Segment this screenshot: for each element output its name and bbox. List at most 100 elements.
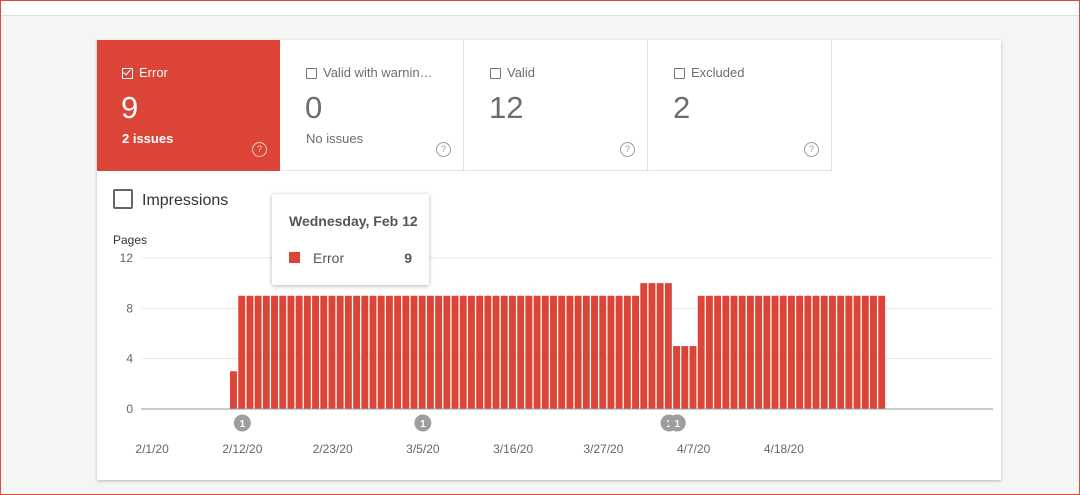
- bar: [779, 295, 787, 409]
- tooltip-date: Wednesday, Feb 12: [289, 213, 418, 229]
- chart-tooltip: Wednesday, Feb 12 Error 9: [272, 194, 429, 285]
- tooltip-value: 9: [404, 250, 412, 266]
- bar: [369, 295, 377, 409]
- bar: [755, 295, 763, 409]
- tile-error-label: Error: [122, 65, 272, 80]
- bar: [664, 283, 672, 409]
- bar: [525, 295, 533, 409]
- bar: [517, 295, 525, 409]
- tile-error[interactable]: Error 9 2 issues ?: [97, 40, 280, 171]
- bar: [312, 295, 320, 409]
- bar: [599, 295, 607, 409]
- bar: [738, 295, 746, 409]
- bar: [328, 295, 336, 409]
- bar: [385, 295, 393, 409]
- bar: [796, 295, 804, 409]
- y-tick-label: 4: [126, 352, 133, 366]
- top-strip: [1, 1, 1079, 16]
- checkbox-icon[interactable]: [490, 68, 501, 79]
- x-tick-label: 4/7/20: [677, 442, 711, 456]
- bar: [492, 295, 500, 409]
- annotation-label: 1: [240, 419, 246, 430]
- bar: [238, 295, 246, 409]
- y-axis-label: Pages: [113, 233, 147, 247]
- tile-error-count: 9: [121, 90, 139, 125]
- bar: [697, 295, 705, 409]
- tile-valid[interactable]: Valid 12 ?: [465, 40, 648, 171]
- bar: [246, 295, 254, 409]
- bar: [746, 295, 754, 409]
- bar: [541, 295, 549, 409]
- x-tick-label: 3/27/20: [583, 442, 623, 456]
- checkbox-icon[interactable]: [674, 68, 685, 79]
- bar: [410, 295, 418, 409]
- impressions-toggle[interactable]: Impressions: [113, 189, 228, 210]
- bar: [394, 295, 402, 409]
- help-icon[interactable]: ?: [620, 142, 635, 157]
- bar: [705, 295, 713, 409]
- bar: [344, 295, 352, 409]
- bar: [681, 346, 689, 409]
- checkbox-icon[interactable]: [306, 68, 317, 79]
- x-tick-label: 2/12/20: [222, 442, 262, 456]
- y-tick-label: 12: [120, 251, 134, 265]
- bar: [623, 295, 631, 409]
- tooltip-series-name: Error: [313, 250, 345, 266]
- bar: [254, 295, 262, 409]
- bar: [845, 295, 853, 409]
- bar: [730, 295, 738, 409]
- tile-error-sub: 2 issues: [122, 131, 174, 146]
- tile-valid-with-warnings[interactable]: Valid with warnin… 0 No issues ?: [281, 40, 464, 171]
- x-tick-label: 2/1/20: [135, 442, 169, 456]
- bar: [459, 295, 467, 409]
- bar: [804, 295, 812, 409]
- y-tick-label: 8: [126, 301, 133, 315]
- bar: [287, 295, 295, 409]
- bar: [361, 295, 369, 409]
- bar: [763, 295, 771, 409]
- bar: [853, 295, 861, 409]
- bar: [320, 295, 328, 409]
- bar: [402, 295, 410, 409]
- help-icon[interactable]: ?: [252, 142, 267, 157]
- bar: [656, 283, 664, 409]
- bar: [303, 295, 311, 409]
- y-tick-label: 0: [126, 402, 133, 416]
- tile-excluded[interactable]: Excluded 2 ?: [649, 40, 832, 171]
- bar: [812, 295, 820, 409]
- bar: [467, 295, 475, 409]
- bar: [632, 295, 639, 409]
- x-tick-label: 3/5/20: [406, 442, 440, 456]
- bar: [377, 295, 385, 409]
- bar: [533, 295, 541, 409]
- bar: [591, 295, 598, 409]
- tile-excluded-count: 2: [673, 90, 691, 125]
- bar: [714, 295, 722, 409]
- bar: [558, 295, 566, 409]
- tile-warnings-label: Valid with warnin…: [306, 65, 456, 80]
- bar: [640, 283, 648, 409]
- bar: [722, 295, 730, 409]
- x-tick-label: 2/23/20: [313, 442, 353, 456]
- help-icon[interactable]: ?: [804, 142, 819, 157]
- bar: [443, 295, 451, 409]
- checkbox-icon[interactable]: [113, 189, 133, 209]
- bar: [582, 295, 590, 409]
- bar: [271, 295, 278, 409]
- annotation-marker: [668, 414, 686, 432]
- bar: [484, 295, 492, 409]
- x-tick-label: 4/18/20: [764, 442, 804, 456]
- bar: [295, 295, 303, 409]
- annotation-label: 1: [420, 419, 426, 430]
- bar: [771, 295, 779, 409]
- annotation-marker: [414, 414, 432, 432]
- bar: [615, 295, 623, 409]
- help-icon[interactable]: ?: [436, 142, 451, 157]
- bar: [550, 295, 557, 409]
- checkbox-checked-icon[interactable]: [122, 68, 133, 79]
- bar: [607, 295, 615, 409]
- bar: [820, 295, 828, 409]
- bar: [673, 346, 681, 409]
- tile-excluded-label: Excluded: [674, 65, 824, 80]
- bar: [279, 295, 287, 409]
